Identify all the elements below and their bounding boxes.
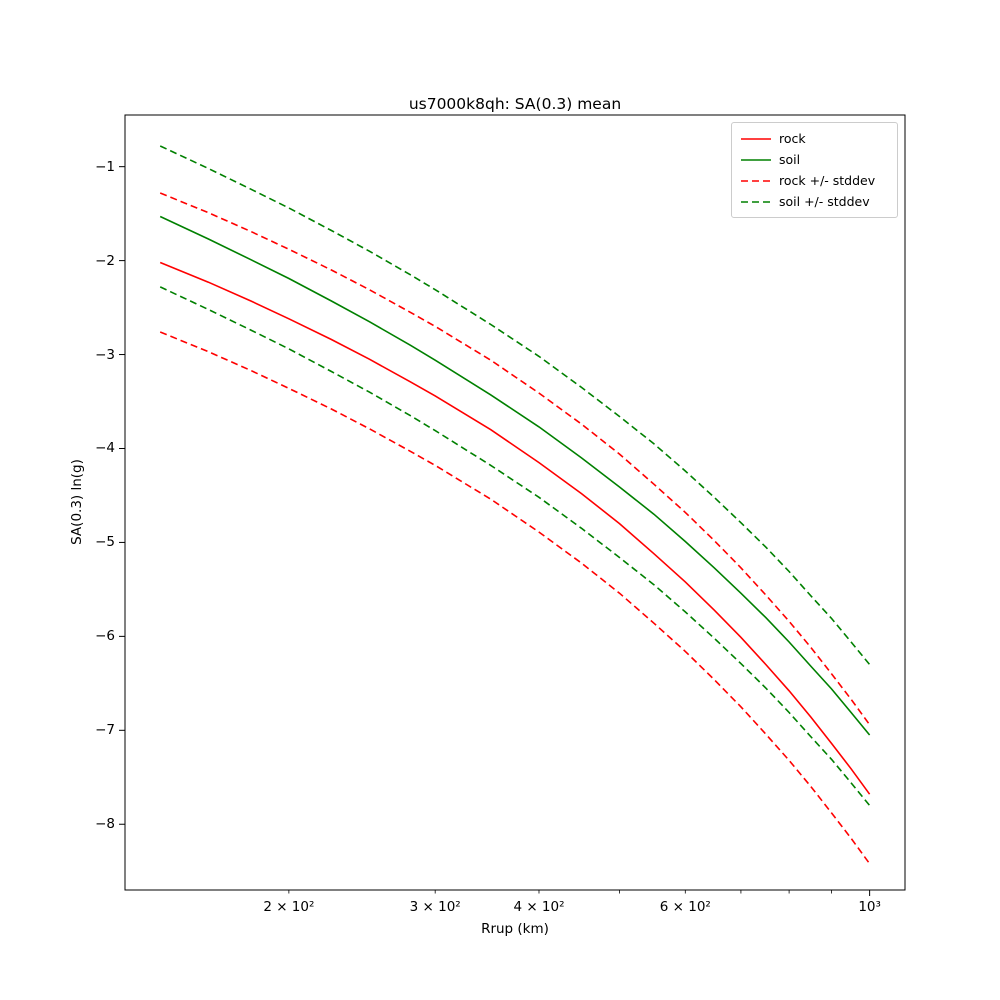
y-tick-label: −6 (95, 628, 115, 645)
x-tick-label: 2 × 10² (263, 899, 315, 915)
legend-dashed-line-sample (741, 200, 771, 203)
series-line-rock-plus-stddev (159, 192, 871, 726)
series-line-soil-mean (159, 215, 871, 736)
x-axis-label: Rrup (km) (481, 921, 549, 937)
axes-frame (124, 114, 906, 891)
legend-dashed-line-sample (741, 179, 771, 182)
legend-entry: soil +/- stddev (741, 191, 888, 212)
legend-entry: rock +/- stddev (741, 170, 888, 191)
x-tick-label: 6 × 10² (659, 899, 711, 915)
y-tick-label: −7 (95, 722, 115, 739)
y-tick-label: −4 (95, 440, 115, 457)
x-tick-label: 10³ (858, 899, 881, 915)
y-tick-label: −3 (95, 346, 115, 363)
y-tick-label: −5 (95, 534, 115, 551)
chart-title: us7000k8qh: SA(0.3) mean (408, 95, 622, 113)
legend-label: rock (779, 131, 806, 146)
y-tick-label: −2 (95, 252, 115, 269)
x-tick-label: 4 × 10² (513, 899, 565, 915)
legend: rock soil rock +/- stddev soil +/- stddev (731, 122, 898, 218)
x-tick-label: 3 × 10² (409, 899, 461, 915)
series-line-rock-mean (159, 261, 871, 795)
legend-label: rock +/- stddev (779, 173, 876, 188)
series-line-soil-minus-stddev (159, 286, 871, 807)
legend-solid-line-sample (741, 158, 771, 161)
y-tick-label: −8 (95, 816, 115, 833)
legend-label: soil (779, 152, 801, 167)
y-tick-label: −1 (95, 158, 115, 175)
legend-entry: rock (741, 128, 888, 149)
legend-solid-line-sample (741, 137, 771, 140)
legend-entry: soil (741, 149, 888, 170)
series-line-rock-minus-stddev (159, 331, 871, 865)
series-line-soil-plus-stddev (159, 145, 871, 666)
legend-label: soil +/- stddev (779, 194, 870, 209)
